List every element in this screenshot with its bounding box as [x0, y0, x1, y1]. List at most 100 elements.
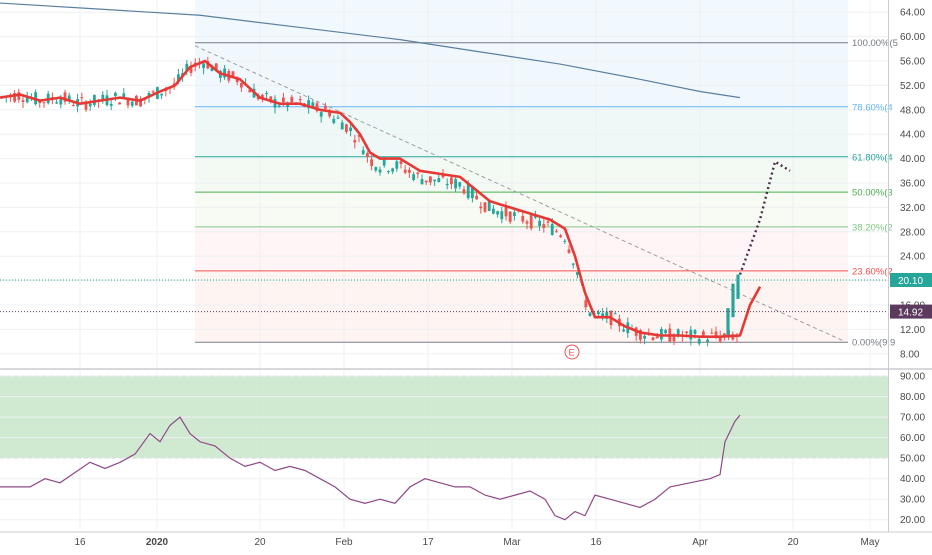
x-axis-label: 2020 — [146, 537, 169, 548]
x-axis-label: 16 — [74, 537, 86, 548]
rsi-tick-label: 80.00 — [900, 392, 925, 403]
candle-body — [492, 208, 495, 214]
fib-zone — [195, 226, 848, 271]
earnings-marker[interactable] — [564, 344, 580, 360]
candle-body — [13, 93, 16, 102]
price-tick-label: 40.00 — [900, 154, 925, 165]
candle-body — [395, 161, 399, 169]
candle-body — [67, 95, 71, 102]
candle-body — [454, 179, 457, 189]
candle-body — [521, 216, 525, 222]
fib-zone — [195, 156, 848, 193]
price-tick-label: 12.00 — [900, 325, 925, 336]
candle-body — [538, 220, 541, 227]
candle-body — [471, 187, 474, 199]
rsi-tick-label: 50.00 — [900, 454, 925, 465]
candle-body — [639, 330, 642, 340]
price-tick-label: 32.00 — [900, 203, 925, 214]
candle-body — [513, 212, 516, 216]
candle-body — [240, 83, 243, 88]
candle-body — [185, 63, 189, 71]
candle-body — [319, 112, 323, 117]
candle-body — [479, 206, 483, 209]
x-axis-label: Apr — [692, 537, 708, 548]
rsi-tick-label: 70.00 — [900, 413, 925, 424]
candle-body — [588, 312, 592, 317]
candle-body — [655, 336, 659, 339]
candle-body — [332, 118, 336, 123]
fib-level-label: 0.00%(9.9 — [852, 338, 895, 349]
candle-body — [710, 332, 714, 334]
candle-body — [429, 176, 432, 183]
candle-body — [189, 67, 193, 73]
candle-body — [416, 172, 420, 174]
candle-body — [693, 330, 697, 334]
candle-body — [210, 66, 214, 72]
candle-body — [311, 102, 315, 109]
candle-body — [21, 100, 25, 103]
candle-body — [345, 124, 348, 132]
candle-body — [731, 283, 735, 318]
candle-body — [555, 231, 558, 233]
candle-body — [151, 91, 155, 93]
candle-body — [88, 103, 92, 107]
fib-level-label: 78.60%(4 — [852, 102, 893, 113]
candle-body — [726, 308, 730, 336]
price-tick-label: 8.00 — [900, 349, 920, 360]
candle-body — [723, 333, 726, 336]
candle-body — [235, 78, 239, 83]
price-tick-label: 44.00 — [900, 130, 925, 141]
candle-body — [370, 159, 373, 167]
candle-body — [408, 169, 411, 173]
candle-body — [597, 311, 600, 315]
candle-body — [374, 167, 378, 171]
candle-body — [433, 179, 436, 182]
rsi-tick-label: 90.00 — [900, 372, 925, 383]
candle-body — [571, 263, 575, 265]
candle-body — [101, 94, 105, 101]
candle-body — [59, 99, 63, 105]
candle-body — [282, 97, 285, 102]
candle-body — [122, 93, 126, 98]
price-tick-label: 24.00 — [900, 252, 925, 263]
earnings-marker-label: E — [569, 347, 575, 357]
candle-body — [324, 106, 327, 109]
candle-body — [261, 94, 264, 99]
candle-body — [63, 92, 67, 102]
candle-body — [676, 329, 680, 337]
candle-body — [72, 105, 75, 107]
candle-body — [357, 135, 361, 137]
rsi-tick-label: 20.00 — [900, 515, 925, 526]
price-tick-label: 56.00 — [900, 57, 925, 68]
candle-body — [559, 235, 562, 238]
candle-body — [223, 68, 226, 78]
candle-body — [613, 313, 617, 315]
rsi-tick-label: 40.00 — [900, 474, 925, 485]
x-axis-label: Mar — [503, 537, 521, 548]
price-tick-label: 48.00 — [900, 105, 925, 116]
candle-body — [349, 127, 352, 132]
candle-body — [307, 100, 310, 109]
candle-body — [450, 177, 453, 185]
candle-body — [697, 338, 701, 344]
candle-body — [336, 117, 340, 119]
candle-body — [391, 168, 394, 172]
fib-level-label: 23.60%(2 — [852, 266, 893, 277]
candle-body — [445, 183, 449, 186]
candle-body — [651, 337, 655, 340]
fib-level-label: 38.20%(2 — [852, 222, 893, 233]
candle-body — [458, 182, 462, 187]
candle-body — [231, 71, 235, 77]
candle-body — [412, 174, 415, 180]
candle-body — [529, 214, 533, 229]
ma-price-badge-text: 14.92 — [898, 308, 923, 319]
candle-body — [542, 224, 546, 229]
candle-body — [546, 221, 550, 223]
candle-body — [290, 96, 294, 103]
candle-body — [84, 101, 88, 110]
candle-body — [567, 249, 571, 253]
candle-body — [366, 153, 369, 157]
fib-zone-top — [195, 0, 848, 43]
